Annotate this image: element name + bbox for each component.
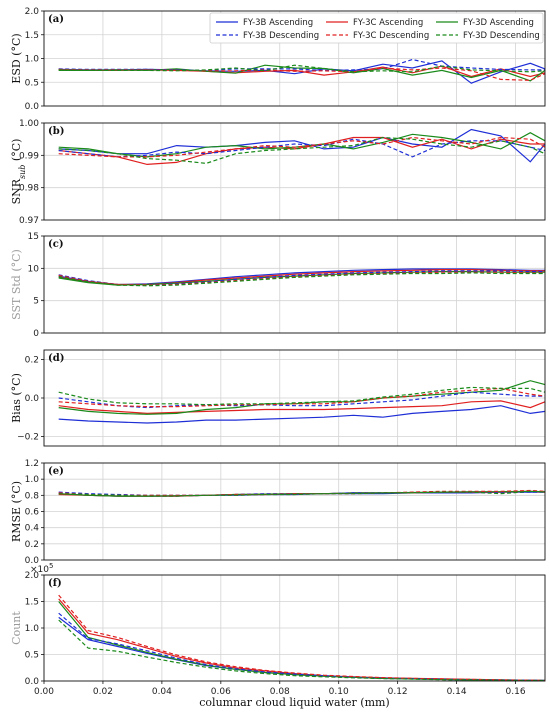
x-tick-label: 0.02	[93, 687, 113, 697]
y-tick-label: 1.0	[25, 55, 40, 65]
y-tick-label: 2.0	[25, 571, 40, 581]
series-line-fy-3b-descending	[58, 612, 546, 682]
x-tick-label: 0.06	[211, 687, 231, 697]
series-line-fy-3d-descending	[58, 490, 546, 497]
series-line-fy-3b-ascending	[58, 405, 546, 424]
series-line-fy-3b-descending	[58, 270, 545, 286]
series-line-fy-3b-descending	[58, 391, 545, 409]
legend-entry: FY-3C Descending	[353, 31, 429, 41]
series-line-fy-3d-descending	[58, 272, 545, 287]
series-line-fy-3b-descending	[58, 138, 546, 158]
y-axis-label: RMSE (°C)	[10, 481, 23, 542]
y-tick-label: 0.97	[19, 216, 39, 226]
plot-frame	[43, 122, 546, 221]
x-tick-label: 0.08	[270, 687, 290, 697]
y-tick-label: 1.0	[25, 624, 40, 634]
x-tick-label: 0.00	[34, 687, 54, 697]
series-line-fy-3c-descending	[58, 594, 546, 682]
panel-label: (c)	[48, 239, 64, 250]
panel-0: 0.0 0.5 1.0 1.5 2.0 (a) ESD (°C) FY-3B Ascendin…	[10, 7, 546, 112]
y-tick-label: 1.5	[25, 31, 39, 41]
panel-2: 0 5 10 15 (c) SST Std (°C)	[10, 232, 546, 339]
series-line-fy-3d-ascending	[58, 64, 546, 82]
legend: FY-3B Ascending FY-3C Ascending FY-3D Asce…	[209, 12, 544, 44]
y-axis-label: Bias (°C)	[10, 373, 23, 423]
series-line-fy-3d-descending	[58, 619, 545, 682]
chart-panels: 0.0 0.5 1.0 1.5 2.0 (a) ESD (°C) FY-3B Ascendin…	[10, 7, 546, 687]
series-line-fy-3b-ascending	[58, 128, 546, 163]
x-tick-label: 0.14	[447, 687, 467, 697]
y-multiplier: ×105	[30, 562, 53, 575]
y-tick-label: 2.0	[25, 7, 40, 17]
legend-box	[209, 12, 544, 44]
series-line-fy-3d-descending	[58, 64, 546, 73]
panel-label: (f)	[48, 578, 62, 589]
y-tick-label: 1.0	[25, 475, 40, 485]
y-tick-label: 0.2	[25, 540, 39, 550]
y-axis-label: Count	[10, 611, 23, 645]
plot-frame	[43, 235, 546, 334]
y-tick-label: 1.00	[19, 119, 39, 129]
plot-frame	[43, 462, 546, 561]
series-line-fy-3d-descending	[58, 386, 546, 406]
y-axis-label: ESD (°C)	[10, 33, 23, 83]
series-line-fy-3d-ascending	[58, 380, 546, 415]
legend-entry: FY-3B Ascending	[243, 18, 313, 28]
y-tick-label: 0.8	[25, 491, 40, 501]
legend-entry: FY-3D Ascending	[463, 18, 534, 28]
y-tick-label: 5	[33, 297, 39, 307]
y-tick-label: 0.0	[25, 394, 40, 404]
y-tick-label: 0	[33, 329, 39, 339]
x-tick-label: 0.10	[329, 687, 349, 697]
series-line-fy-3c-ascending	[58, 136, 545, 166]
series-line-fy-3c-descending	[58, 387, 546, 408]
series-line-fy-3c-ascending	[58, 400, 546, 415]
x-tick-label: 0.04	[152, 687, 172, 697]
panel-label: (d)	[48, 353, 64, 364]
panel-5: 0.0 0.5 1.0 1.5 2.0 (f) Count ×105	[10, 562, 546, 687]
y-tick-label: 0.98	[19, 184, 39, 194]
x-axis-label: columnar cloud liquid water (mm)	[199, 696, 389, 709]
x-tick-label: 0.16	[506, 687, 526, 697]
series-line-fy-3c-descending	[58, 271, 545, 286]
panel-label: (b)	[48, 126, 64, 137]
y-axis-label: SNRsub (°C)	[10, 139, 27, 205]
series-line-fy-3b-descending	[58, 58, 545, 72]
panel-3: −0.2 0.0 0.2 (d) Bias (°C)	[10, 349, 546, 447]
y-tick-label: 1.5	[25, 598, 39, 608]
panel-4: 0.0 0.2 0.4 0.6 0.8 1.0 1.2 (e) RMSE (°C)	[10, 459, 546, 566]
legend-entry: FY-3B Descending	[243, 31, 319, 41]
legend-entry: FY-3C Ascending	[353, 18, 423, 28]
series-line-fy-3c-descending	[58, 136, 546, 158]
y-tick-label: 0.99	[19, 151, 39, 161]
plot-frame	[43, 349, 546, 447]
y-axis-label: SST Std (°C)	[10, 249, 23, 320]
y-tick-label: 0.4	[25, 524, 40, 534]
panel-label: (a)	[48, 14, 64, 25]
y-tick-label: 0.0	[25, 102, 40, 112]
series-line-fy-3d-ascending	[58, 601, 545, 682]
y-tick-label: 10	[28, 264, 40, 274]
y-tick-label: 0.6	[25, 508, 40, 518]
y-tick-label: −0.2	[17, 432, 39, 442]
legend-entry: FY-3D Descending	[463, 31, 540, 41]
series-line-fy-3c-ascending	[58, 598, 546, 682]
series-line-fy-3d-descending	[58, 136, 546, 165]
y-tick-label: 0.5	[25, 651, 39, 661]
y-tick-label: 0.2	[25, 356, 39, 366]
x-axis: 0.00 0.02 0.04 0.06 0.08 0.10 0.12 0.14 0.16 colu…	[34, 681, 526, 709]
series-line-fy-3c-descending	[58, 67, 546, 81]
y-tick-label: 0.0	[25, 556, 40, 566]
y-tick-label: 0.0	[25, 677, 40, 687]
y-tick-label: 1.2	[25, 459, 39, 469]
panel-label: (e)	[48, 466, 64, 477]
panel-1: 0.97 0.98 0.99 1.00 (b) SNRsub (°C)	[10, 119, 546, 226]
plot-frame	[43, 574, 546, 682]
x-tick-label: 0.12	[388, 687, 408, 697]
y-tick-label: 15	[28, 232, 39, 242]
y-tick-label: 0.5	[25, 78, 39, 88]
plot-frame	[43, 10, 546, 107]
